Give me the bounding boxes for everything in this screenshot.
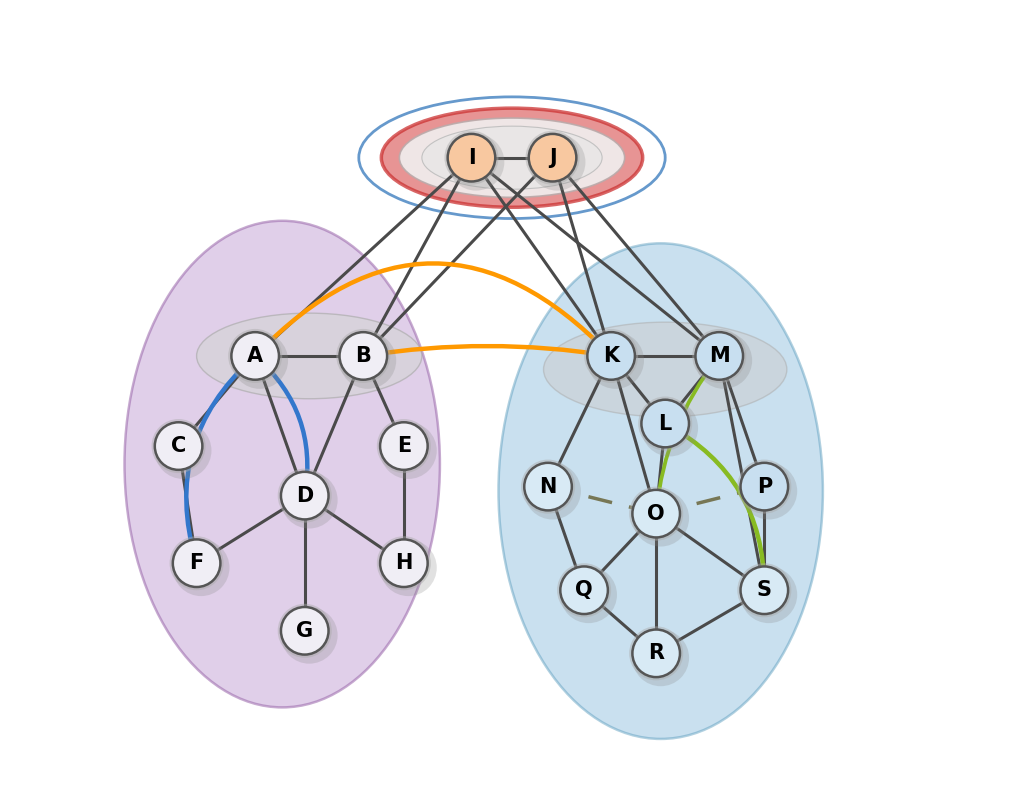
Text: K: K — [603, 346, 620, 366]
Circle shape — [380, 539, 428, 587]
Circle shape — [557, 563, 611, 617]
Circle shape — [588, 332, 635, 380]
Circle shape — [525, 131, 580, 185]
Circle shape — [155, 422, 203, 469]
Text: I: I — [468, 147, 475, 167]
Circle shape — [377, 419, 431, 473]
Text: S: S — [757, 580, 772, 600]
Circle shape — [528, 134, 586, 190]
Circle shape — [377, 536, 431, 590]
Circle shape — [278, 603, 332, 658]
Circle shape — [447, 134, 505, 190]
Circle shape — [584, 329, 638, 383]
Circle shape — [692, 329, 746, 383]
Circle shape — [155, 422, 212, 479]
Circle shape — [281, 472, 329, 519]
Text: M: M — [709, 346, 730, 366]
Ellipse shape — [381, 108, 643, 207]
Text: C: C — [171, 436, 186, 456]
Circle shape — [587, 332, 644, 389]
Circle shape — [521, 460, 575, 514]
Circle shape — [339, 332, 396, 389]
Ellipse shape — [499, 243, 823, 739]
Circle shape — [740, 463, 788, 511]
Circle shape — [641, 400, 689, 447]
Text: G: G — [296, 621, 313, 641]
Circle shape — [444, 131, 499, 185]
Circle shape — [740, 566, 798, 623]
Circle shape — [281, 607, 338, 664]
Circle shape — [633, 630, 680, 677]
Circle shape — [629, 626, 683, 680]
Circle shape — [152, 419, 206, 473]
Circle shape — [231, 332, 279, 380]
Circle shape — [340, 332, 387, 380]
Circle shape — [380, 539, 437, 596]
Circle shape — [633, 490, 680, 538]
Text: L: L — [658, 413, 672, 434]
Circle shape — [695, 332, 753, 389]
Circle shape — [524, 463, 571, 511]
Circle shape — [629, 487, 683, 541]
Text: B: B — [355, 346, 372, 366]
Circle shape — [737, 460, 792, 514]
Text: H: H — [395, 554, 413, 573]
Ellipse shape — [544, 322, 786, 417]
Circle shape — [281, 472, 338, 528]
Circle shape — [524, 463, 581, 519]
Circle shape — [638, 396, 692, 450]
Text: O: O — [647, 504, 665, 523]
Ellipse shape — [422, 126, 602, 190]
Circle shape — [228, 329, 283, 383]
Circle shape — [380, 422, 428, 469]
Circle shape — [447, 134, 496, 182]
Circle shape — [641, 400, 698, 457]
Ellipse shape — [125, 220, 440, 707]
Circle shape — [632, 630, 689, 686]
Text: F: F — [189, 554, 204, 573]
Circle shape — [740, 566, 788, 614]
Circle shape — [737, 563, 792, 617]
Circle shape — [173, 539, 220, 587]
Text: P: P — [757, 477, 772, 496]
Text: N: N — [540, 477, 557, 496]
Text: E: E — [396, 436, 411, 456]
Circle shape — [170, 536, 223, 590]
Circle shape — [632, 490, 689, 546]
Text: R: R — [648, 643, 665, 663]
Text: A: A — [247, 346, 263, 366]
Circle shape — [740, 463, 798, 519]
Circle shape — [528, 134, 577, 182]
Ellipse shape — [197, 313, 422, 399]
Text: D: D — [296, 485, 313, 506]
Circle shape — [560, 566, 608, 614]
Circle shape — [278, 469, 332, 523]
Circle shape — [695, 332, 743, 380]
Text: Q: Q — [575, 580, 593, 600]
Circle shape — [560, 566, 617, 623]
Circle shape — [281, 607, 329, 654]
Ellipse shape — [399, 118, 625, 197]
Circle shape — [380, 422, 437, 479]
Circle shape — [231, 332, 288, 389]
Circle shape — [336, 329, 390, 383]
Text: J: J — [549, 147, 556, 167]
Circle shape — [173, 539, 229, 596]
